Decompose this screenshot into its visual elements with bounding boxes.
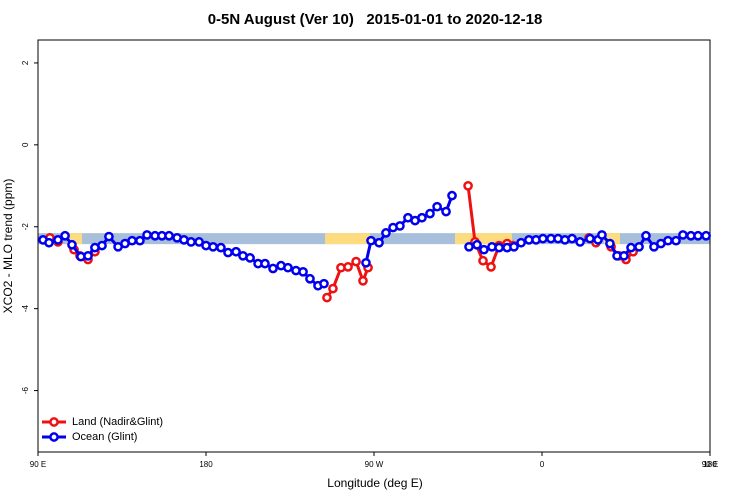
x-tick-label: 90 W (365, 460, 384, 469)
data-point (142, 230, 152, 240)
data-point (194, 237, 204, 247)
data-point (538, 233, 548, 244)
data-point (671, 235, 681, 246)
data-point (478, 255, 488, 266)
x-tick-label: 90 E (30, 460, 46, 469)
data-point (516, 237, 526, 248)
data-point (328, 283, 338, 294)
data-point (701, 230, 711, 241)
data-point (626, 242, 636, 253)
data-point (83, 250, 93, 261)
data-point (678, 230, 688, 240)
data-point (663, 235, 673, 246)
y-tick-label: -4 (21, 305, 30, 313)
data-point (567, 233, 577, 244)
data-point (619, 250, 629, 261)
data-point (395, 221, 405, 231)
data-point (283, 262, 293, 273)
chart-title: 0-5N August (Ver 10) 2015-01-01 to 2020-… (208, 11, 543, 28)
y-tick-label: 0 (21, 142, 30, 147)
y-axis-label: XCO2 - MLO trend (ppm) (1, 179, 15, 314)
data-point (231, 246, 241, 257)
data-point (67, 239, 77, 250)
x-axis-label: Longitude (deg E) (327, 476, 422, 490)
data-point (381, 228, 391, 238)
y-tick-label: 2 (21, 60, 30, 65)
data-point (575, 237, 585, 247)
data-point (361, 257, 371, 268)
data-point (494, 242, 504, 253)
data-point (441, 206, 451, 217)
data-point (486, 262, 496, 272)
data-point (268, 263, 278, 274)
data-point (298, 266, 308, 277)
data-point (351, 256, 361, 267)
legend-label: Ocean (Glint) (72, 431, 137, 443)
data-point (447, 190, 457, 201)
x-tick-label: 180 (703, 460, 717, 469)
data-point (322, 292, 332, 303)
data-point (208, 241, 218, 252)
data-point (343, 262, 353, 272)
legend-label: Land (Nadir&Glint) (72, 416, 163, 428)
data-point (585, 233, 595, 244)
x-tick-label: 180 (199, 460, 213, 469)
data-point (245, 253, 255, 263)
data-point (60, 230, 70, 241)
data-point (417, 212, 427, 223)
data-point (472, 239, 482, 250)
data-point (223, 247, 233, 258)
data-point (432, 201, 442, 212)
data-point (634, 241, 644, 252)
data-point (127, 235, 137, 246)
data-point (358, 275, 368, 286)
data-point (216, 242, 226, 253)
data-point (104, 231, 114, 242)
data-point (53, 235, 63, 245)
x-tick-label: 90 E (702, 460, 718, 469)
data-point (374, 237, 384, 248)
y-tick-label: -2 (21, 223, 30, 231)
data-point (305, 273, 315, 284)
y-tick-label: -6 (21, 386, 30, 394)
legend-marker (49, 417, 59, 427)
data-point (44, 237, 54, 248)
data-point (641, 230, 651, 241)
data-point (97, 240, 107, 251)
data-point (463, 180, 473, 191)
data-point (164, 230, 174, 241)
data-point (135, 235, 145, 246)
data-point (693, 230, 703, 241)
data-point (425, 208, 435, 219)
data-point (319, 278, 329, 289)
data-point (186, 237, 196, 247)
data-point (479, 244, 489, 255)
data-point (509, 241, 519, 252)
data-point (605, 238, 615, 249)
data-point (464, 241, 474, 252)
legend-marker (49, 432, 59, 442)
data-point (597, 230, 607, 240)
data-point (260, 258, 270, 269)
x-tick-label: 0 (540, 460, 545, 469)
data-point (366, 235, 376, 246)
